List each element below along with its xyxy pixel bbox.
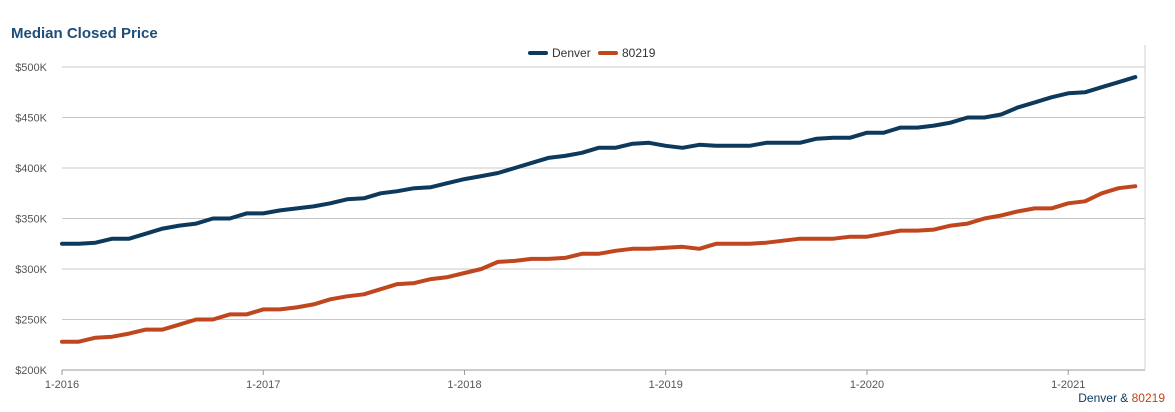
x-tick-label: 1-2018 <box>447 379 481 391</box>
footer-series-80219: 80219 <box>1131 391 1165 405</box>
series-line-80219 <box>60 184 1138 344</box>
y-tick-label: $200K <box>15 365 47 377</box>
y-tick-label: $300K <box>15 264 47 276</box>
x-tick-label: 1-2019 <box>649 379 683 391</box>
y-tick-label: $400K <box>15 163 47 175</box>
series-line-denver <box>60 75 1138 246</box>
legend-label: Denver <box>552 46 591 60</box>
chart-title: Median Closed Price <box>11 25 158 42</box>
x-tick-label: 1-2020 <box>850 379 884 391</box>
x-tick-label: 1-2016 <box>45 379 79 391</box>
y-tick-label: $500K <box>15 62 47 74</box>
footer-note: Denver & 80219 <box>1078 391 1165 405</box>
footer-series-denver: Denver <box>1078 391 1117 405</box>
y-tick-label: $350K <box>15 214 47 226</box>
y-tick-label: $450K <box>15 113 47 125</box>
footer-separator: & <box>1116 391 1132 405</box>
y-tick-label: $250K <box>15 315 47 327</box>
x-tick-label: 1-2017 <box>246 379 280 391</box>
x-tick-label: 1-2021 <box>1051 379 1085 391</box>
legend-label: 80219 <box>622 46 656 60</box>
